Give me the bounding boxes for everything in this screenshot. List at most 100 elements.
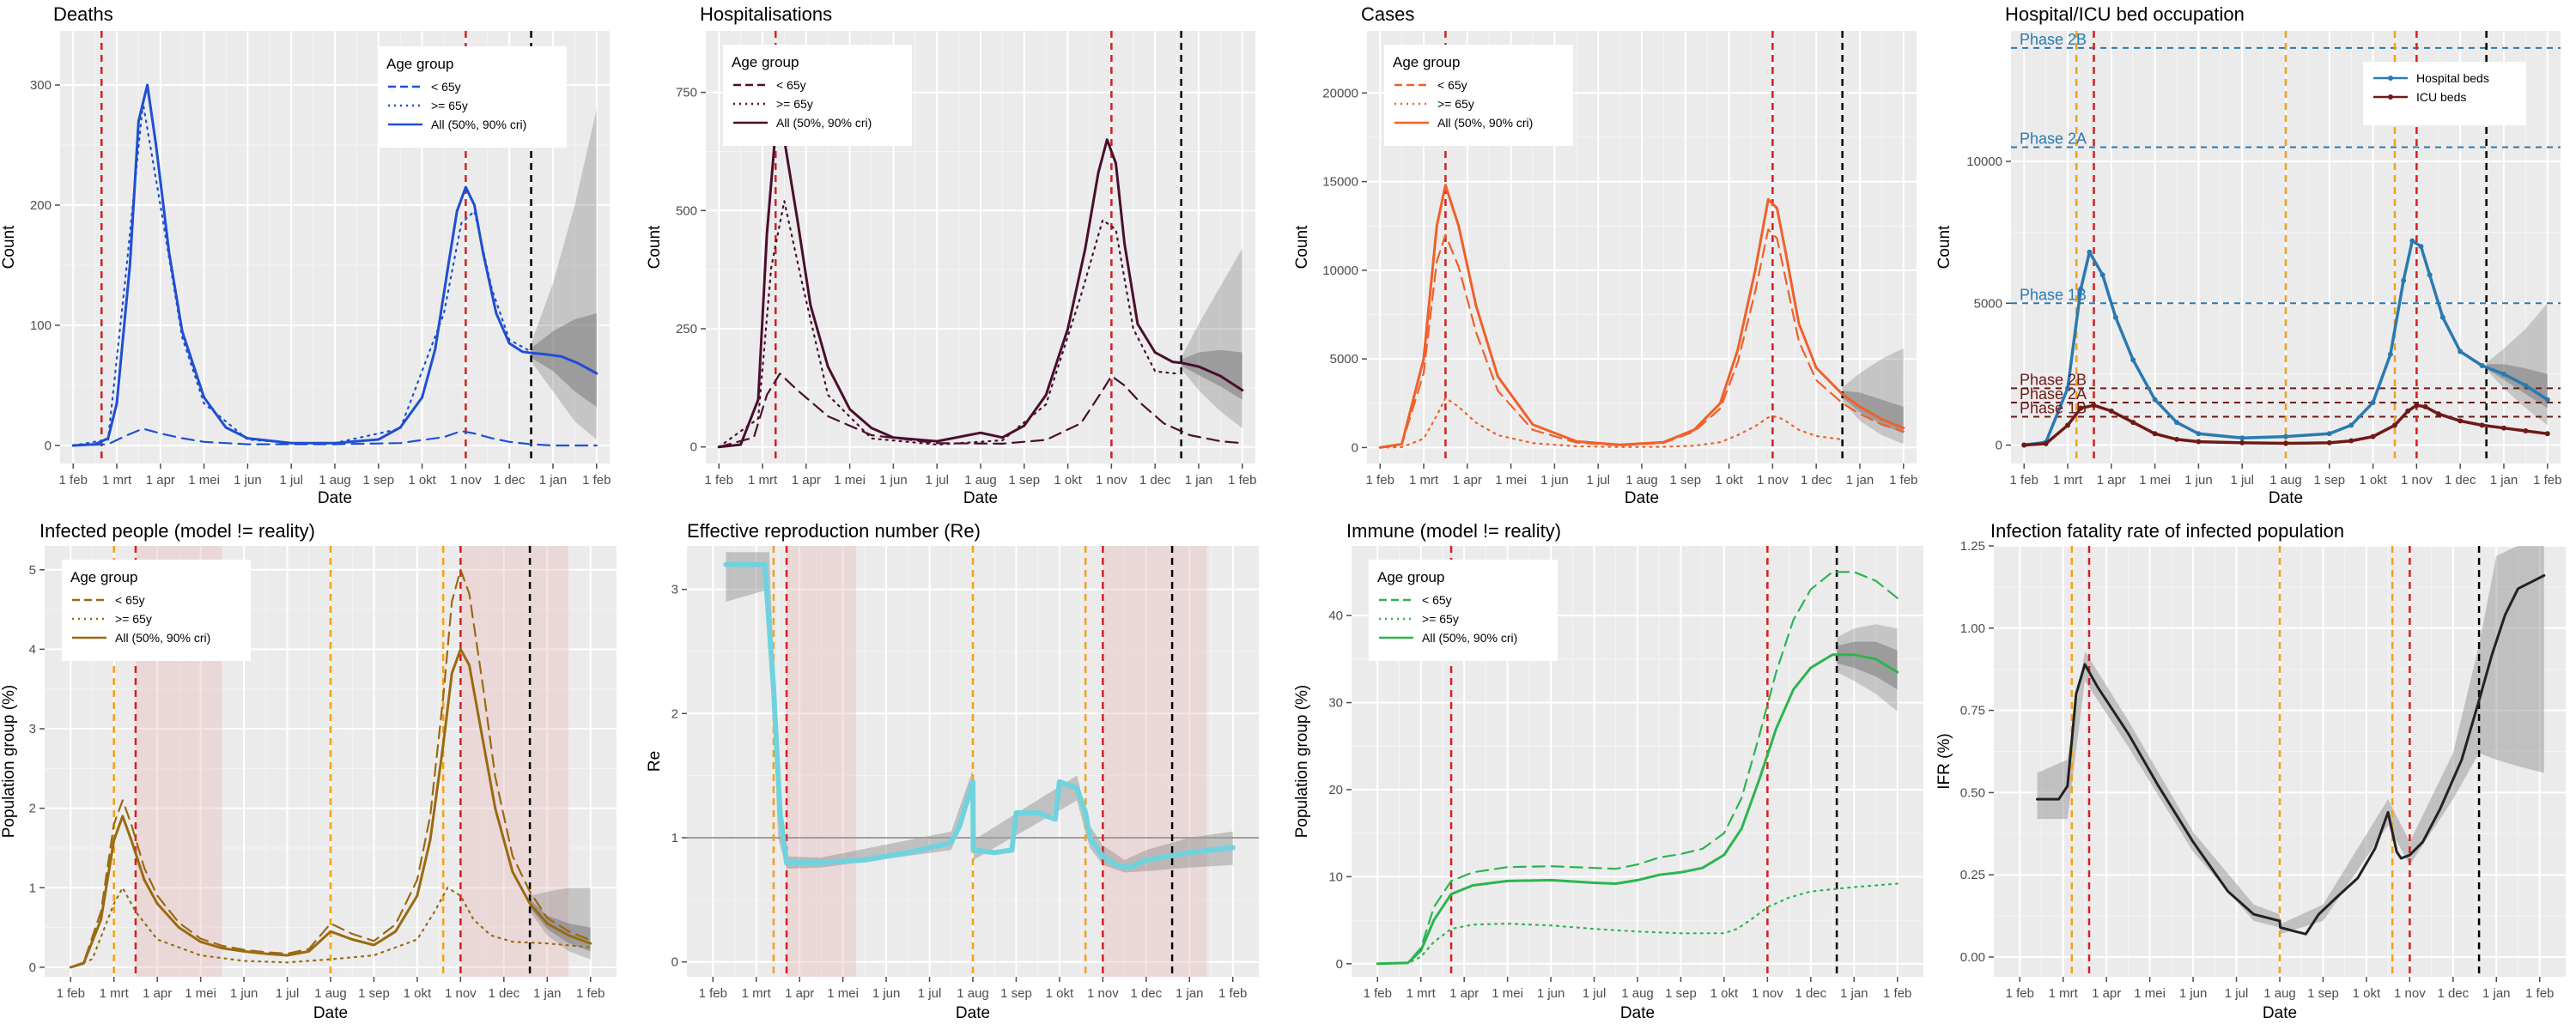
x-tick-label: 1 feb [1364,986,1392,1001]
gridlines [687,546,1259,977]
panel-title: Infected people (model != reality) [39,520,315,542]
legend-key-point [2388,76,2393,81]
data-point [2458,418,2464,424]
x-tick-label: 1 apr [792,473,821,488]
legend-label: >= 65y [1437,97,1474,111]
credible-band-90 [2037,546,2544,935]
x-tick-label: 1 dec [1139,473,1171,488]
x-tick-label: 1 aug [319,473,351,488]
x-tick-label: 1 jul [1583,986,1607,1001]
forecast-band-90 [531,109,597,439]
x-tick-label: 1 dec [1801,473,1832,488]
series-line-over65 [718,200,1178,448]
legend-box [723,45,912,146]
y-tick-label: 10 [1328,869,1343,884]
legend-label: All (50%, 90% cri) [1422,631,1517,645]
x-tick-label: 1 mei [185,986,216,1001]
data-point [2174,436,2180,442]
x-tick-label: 1 jul [2225,986,2249,1001]
legend-label: < 65y [431,80,461,94]
x-tick-label: 1 jan [1840,986,1868,1001]
x-axis-label: Date [2263,1004,2297,1022]
y-tick-label: 0 [1996,439,2002,453]
y-axis-label: Population group (%) [1293,685,1311,839]
x-tick-label: 1 nov [445,986,477,1001]
data-point [2401,277,2407,283]
gridlines [45,546,617,977]
x-axis-label: Date [963,489,998,507]
data-point [2130,357,2136,363]
data-point [2435,411,2441,417]
data-point [2370,399,2376,405]
panel-infected: 1 feb 1 mrt 1 apr 1 mei 1 jun 1 jul 1 aug 1 sep… [0,520,617,1022]
legend: Hospital beds ICU beds [2363,62,2526,125]
legend: Age group < 65y >= 65y All (50%, 90% cri) [378,46,567,148]
panel-title: Hospitalisations [700,3,832,25]
x-tick-label: 1 feb [705,473,733,488]
panel-immune: 1 feb 1 mrt 1 apr 1 mei 1 jun 1 jul 1 aug 1 sep… [1293,520,1923,1022]
y-tick-label: 0.50 [1960,785,1985,800]
series-line-under65 [718,373,1243,448]
y-tick-label: 30 [1328,696,1343,711]
x-tick-label: 1 mrt [1409,473,1439,488]
x-tick-label: 1 jun [879,473,908,488]
y-tick-label: 750 [676,86,697,100]
legend-label: < 65y [115,593,145,607]
y-tick-label: 0.75 [1960,704,1985,718]
data-point [2196,439,2202,445]
plot-area [687,546,1259,977]
x-tick-label: 1 apr [785,986,814,1001]
y-tick-label: 20000 [1322,86,1358,100]
legend-title: Age group [70,569,137,585]
y-tick-label: 4 [29,642,36,657]
data-point [2078,286,2084,292]
data-point [2370,433,2376,439]
data-point [2439,314,2445,320]
forecast-band-50 [1181,349,1242,400]
y-tick-label: 0.25 [1960,868,1985,882]
x-tick-label: 1 sep [1669,473,1701,488]
x-tick-label: 1 feb [699,986,727,1001]
y-tick-label: 500 [676,203,697,218]
capacity-label: Phase 2A [2020,130,2087,148]
x-tick-label: 1 nov [1757,473,1789,488]
panel-title: Infection fatality rate of infected popu… [1990,520,2344,542]
y-tick-label: 20 [1328,783,1343,797]
panel-title: Effective reproduction number (Re) [687,520,981,542]
credible-band-90 [726,552,1233,873]
series-line-all [2036,574,2546,936]
y-tick-label: 0 [1336,957,1343,972]
legend-box [62,560,251,661]
y-tick-label: 5 [29,563,36,578]
legend-box [1384,45,1573,146]
x-tick-label: 1 jan [1846,473,1874,488]
data-point [2544,397,2550,403]
x-axis-label: Date [1620,1004,1655,1022]
x-tick-label: 1 dec [2445,473,2476,488]
x-tick-label: 1 nov [450,473,482,488]
x-tick-label: 1 jun [2184,473,2213,488]
x-tick-label: 1 okt [408,473,436,488]
forecast-band-90 [530,888,591,960]
x-axis-label: Date [313,1004,348,1022]
panel-title: Cases [1361,3,1414,25]
x-tick-label: 1 aug [1621,986,1654,1001]
y-tick-label: 0 [29,960,36,975]
data-point [2500,425,2506,431]
legend-label: < 65y [1437,78,1467,92]
y-tick-label: 2 [671,706,678,721]
legend: Age group < 65y >= 65y All (50%, 90% cri) [1384,45,1573,146]
x-tick-label: 1 jun [2179,986,2208,1001]
y-axis-label: Count [1935,225,1953,269]
x-tick-label: 1 aug [314,986,347,1001]
legend-label: >= 65y [115,612,152,626]
data-point [2479,362,2485,368]
x-tick-label: 1 feb [59,473,88,488]
x-tick-label: 1 aug [957,986,989,1001]
capacity-label: Phase 2B [2020,371,2087,388]
x-tick-label: 1 feb [57,986,85,1001]
x-tick-label: 1 feb [1218,986,1247,1001]
x-tick-label: 1 dec [488,986,519,1001]
data-point [2427,272,2433,278]
x-tick-label: 1 mei [2134,986,2166,1001]
